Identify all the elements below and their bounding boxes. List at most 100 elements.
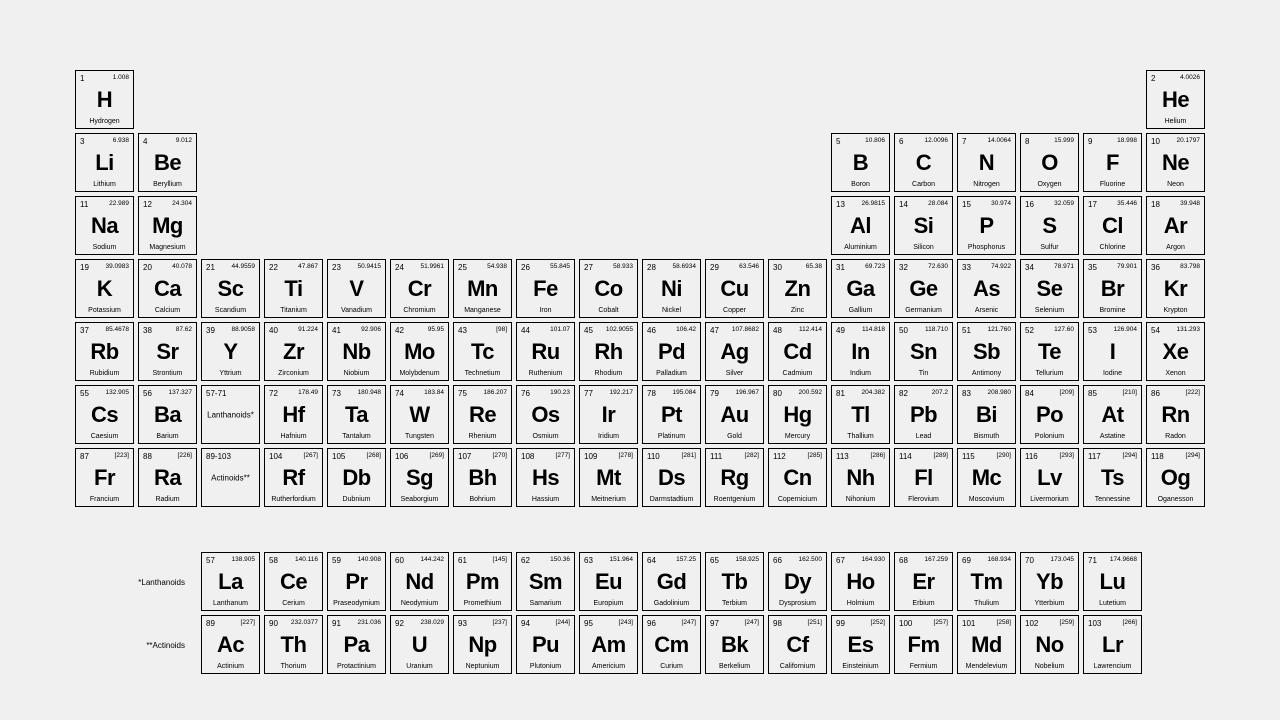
- element-symbol: Cu: [706, 276, 763, 302]
- element-name: Cobalt: [580, 307, 637, 314]
- element-name: Lead: [895, 433, 952, 440]
- element-symbol: Rg: [706, 465, 763, 491]
- atomic-mass: 232.0377: [291, 619, 318, 626]
- atomic-number: 115: [962, 452, 975, 461]
- atomic-number: 67: [836, 556, 845, 565]
- atomic-mass: 158.925: [736, 556, 760, 563]
- element-cell-au: 79196.967AuGold: [705, 385, 764, 444]
- element-symbol: Zn: [769, 276, 826, 302]
- lanthanoids-row-label: *Lanthanoids: [0, 578, 195, 587]
- element-symbol: Nd: [391, 569, 448, 595]
- atomic-mass: 78.971: [1054, 263, 1074, 270]
- element-symbol: O: [1021, 150, 1078, 176]
- atomic-mass: 65.38: [806, 263, 822, 270]
- element-symbol: Al: [832, 213, 889, 239]
- element-cell-am: 95[243]AmAmericium: [579, 615, 638, 674]
- atomic-mass: 195.084: [673, 389, 697, 396]
- atomic-mass: 6.938: [113, 137, 129, 144]
- element-symbol: Pt: [643, 402, 700, 428]
- element-cell-pm: 61[145]PmPromethium: [453, 552, 512, 611]
- element-symbol: Sg: [391, 465, 448, 491]
- atomic-mass: 91.224: [298, 326, 318, 333]
- atomic-number: 75: [458, 389, 467, 398]
- element-cell-fr: 87[223]FrFrancium: [75, 448, 134, 507]
- element-symbol: Gd: [643, 569, 700, 595]
- element-cell-rn: 86[222]RnRadon: [1146, 385, 1205, 444]
- element-cell-sn: 50118.710SnTin: [894, 322, 953, 381]
- atomic-number: 110: [647, 452, 660, 461]
- atomic-mass: [247]: [682, 619, 696, 626]
- element-cell-lu: 71174.9668LuLutetium: [1083, 552, 1142, 611]
- atomic-number: 104: [269, 452, 282, 461]
- atomic-number: 39: [206, 326, 215, 335]
- element-name: Bismuth: [958, 433, 1015, 440]
- atomic-mass: 28.084: [928, 200, 948, 207]
- atomic-number: 71: [1088, 556, 1097, 565]
- atomic-number: 80: [773, 389, 782, 398]
- element-symbol: At: [1084, 402, 1141, 428]
- element-cell-re: 75186.207ReRhenium: [453, 385, 512, 444]
- atomic-number: 35: [1088, 263, 1097, 272]
- atomic-mass: [247]: [745, 619, 759, 626]
- atomic-mass: 12.0096: [925, 137, 949, 144]
- atomic-number: 113: [836, 452, 849, 461]
- series-label: Actinoids**: [202, 473, 259, 482]
- element-name: Fluorine: [1084, 181, 1141, 188]
- element-cell-rh: 45102.9055RhRhodium: [579, 322, 638, 381]
- element-symbol: Fr: [76, 465, 133, 491]
- atomic-mass: 186.207: [484, 389, 508, 396]
- atomic-number: 57: [206, 556, 215, 565]
- element-name: Nitrogen: [958, 181, 1015, 188]
- atomic-number: 16: [1025, 200, 1034, 209]
- atomic-number: 18: [1151, 200, 1160, 209]
- series-range: 57-71: [206, 389, 226, 398]
- atomic-number: 1: [80, 74, 84, 83]
- atomic-mass: 164.930: [862, 556, 886, 563]
- element-cell-th: 90232.0377ThThorium: [264, 615, 323, 674]
- element-symbol: Db: [328, 465, 385, 491]
- element-name: Cerium: [265, 600, 322, 607]
- atomic-mass: 150.36: [550, 556, 570, 563]
- element-name: Gallium: [832, 307, 889, 314]
- element-symbol: Lu: [1084, 569, 1141, 595]
- atomic-mass: 192.217: [610, 389, 634, 396]
- atomic-number: 70: [1025, 556, 1034, 565]
- element-name: Nihonium: [832, 496, 889, 503]
- element-name: Sulfur: [1021, 244, 1078, 251]
- element-symbol: Ca: [139, 276, 196, 302]
- atomic-mass: [269]: [430, 452, 444, 459]
- element-cell-nh: 113[286]NhNihonium: [831, 448, 890, 507]
- element-symbol: Fm: [895, 632, 952, 658]
- atomic-number: 107: [458, 452, 471, 461]
- element-cell-h: 11.008HHydrogen: [75, 70, 134, 129]
- element-cell-p: 1530.974PPhosphorus: [957, 196, 1016, 255]
- element-symbol: Nb: [328, 339, 385, 365]
- atomic-number: 93: [458, 619, 467, 628]
- atomic-mass: 10.806: [865, 137, 885, 144]
- element-name: Thallium: [832, 433, 889, 440]
- atomic-number: 87: [80, 452, 89, 461]
- atomic-number: 51: [962, 326, 971, 335]
- element-symbol: Au: [706, 402, 763, 428]
- element-cell-os: 76190.23OsOsmium: [516, 385, 575, 444]
- atomic-mass: 14.0064: [988, 137, 1012, 144]
- atomic-mass: 183.84: [424, 389, 444, 396]
- atomic-mass: 26.9815: [862, 200, 886, 207]
- atomic-mass: 238.029: [421, 619, 445, 626]
- atomic-mass: 51.9961: [421, 263, 445, 270]
- element-cell-sm: 62150.36SmSamarium: [516, 552, 575, 611]
- element-name: Arsenic: [958, 307, 1015, 314]
- element-symbol: H: [76, 87, 133, 113]
- element-cell-n: 714.0064NNitrogen: [957, 133, 1016, 192]
- element-name: Tungsten: [391, 433, 448, 440]
- element-symbol: Ts: [1084, 465, 1141, 491]
- element-name: Strontium: [139, 370, 196, 377]
- element-symbol: Y: [202, 339, 259, 365]
- element-name: Copernicium: [769, 496, 826, 503]
- element-cell-mc: 115[290]McMoscovium: [957, 448, 1016, 507]
- atomic-mass: 1.008: [113, 74, 129, 81]
- element-symbol: Re: [454, 402, 511, 428]
- element-cell-ge: 3272.630GeGermanium: [894, 259, 953, 318]
- element-symbol: Cn: [769, 465, 826, 491]
- atomic-number: 64: [647, 556, 656, 565]
